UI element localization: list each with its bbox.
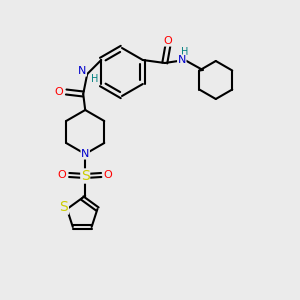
Text: N: N [78, 66, 86, 76]
Text: O: O [164, 36, 172, 46]
Text: S: S [81, 169, 90, 183]
Text: H: H [91, 74, 98, 84]
Text: O: O [104, 170, 112, 180]
Text: H: H [181, 47, 188, 57]
Text: O: O [58, 170, 67, 180]
Text: O: O [55, 87, 64, 97]
Text: S: S [60, 200, 68, 214]
Text: N: N [81, 149, 89, 159]
Text: N: N [178, 55, 186, 65]
